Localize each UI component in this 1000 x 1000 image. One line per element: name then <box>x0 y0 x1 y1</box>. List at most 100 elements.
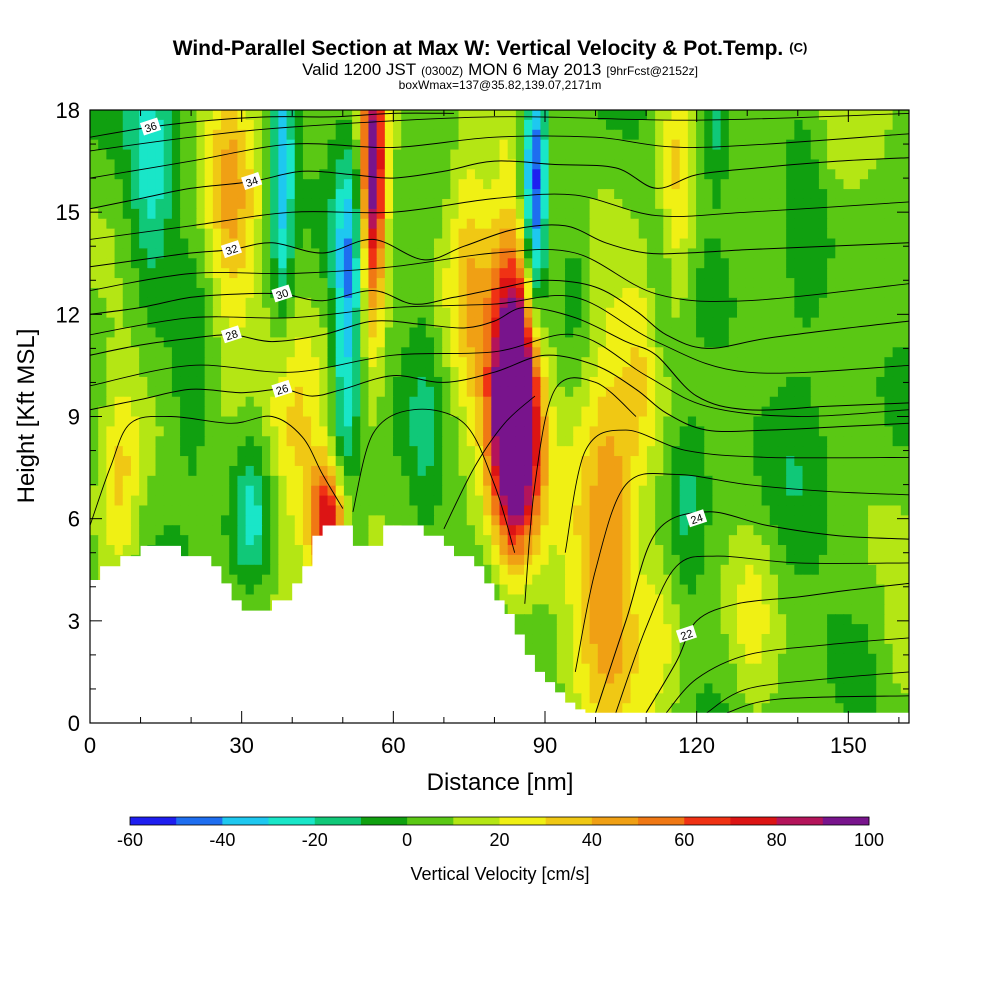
velocity-cell <box>777 179 787 190</box>
velocity-cell <box>777 110 787 121</box>
velocity-cell <box>548 139 558 151</box>
velocity-cell <box>745 505 754 516</box>
velocity-cell <box>98 189 107 200</box>
velocity-cell <box>859 554 869 566</box>
velocity-cell <box>286 307 296 319</box>
velocity-cell <box>638 218 648 230</box>
velocity-cell <box>753 396 763 408</box>
velocity-cell <box>302 278 312 289</box>
velocity-cell <box>638 129 648 141</box>
velocity-cell <box>515 208 525 220</box>
velocity-cell <box>171 495 181 507</box>
velocity-cell <box>458 495 468 507</box>
velocity-cell <box>90 505 99 516</box>
velocity-cell <box>393 456 402 467</box>
velocity-cell <box>827 357 836 368</box>
velocity-cell <box>745 475 754 487</box>
velocity-cell <box>638 436 648 447</box>
velocity-cell <box>212 357 222 368</box>
velocity-cell <box>409 386 419 398</box>
velocity-cell <box>524 208 533 220</box>
velocity-cell <box>737 485 746 497</box>
velocity-cell <box>212 347 222 358</box>
velocity-cell <box>671 169 681 180</box>
velocity-cell <box>171 396 181 408</box>
velocity-cell <box>352 159 361 170</box>
velocity-cell <box>499 208 509 220</box>
velocity-cell <box>409 317 419 329</box>
velocity-cell <box>696 169 705 180</box>
velocity-cell <box>229 179 239 190</box>
velocity-cell <box>147 505 157 516</box>
velocity-cell <box>892 505 902 516</box>
velocity-cell <box>286 574 296 586</box>
velocity-cell <box>319 495 329 507</box>
velocity-cell <box>532 505 542 516</box>
velocity-cell <box>556 129 566 141</box>
velocity-cell <box>499 347 509 358</box>
velocity-cell <box>802 525 812 536</box>
velocity-cell <box>646 446 656 457</box>
velocity-cell <box>319 139 329 151</box>
velocity-cell <box>565 564 574 576</box>
velocity-cell <box>679 218 689 230</box>
velocity-cell <box>827 317 836 329</box>
velocity-cell <box>704 525 714 536</box>
velocity-cell <box>696 465 705 477</box>
velocity-cell <box>573 465 582 477</box>
velocity-cell <box>433 505 443 516</box>
velocity-cell <box>859 159 869 170</box>
velocity-cell <box>818 287 828 299</box>
velocity-cell <box>278 347 288 358</box>
velocity-cell <box>892 248 902 259</box>
velocity-cell <box>261 169 271 180</box>
velocity-cell <box>466 139 476 151</box>
velocity-cell <box>163 475 173 487</box>
velocity-cell <box>425 307 435 319</box>
velocity-cell <box>343 268 353 279</box>
velocity-cell <box>835 238 845 250</box>
velocity-cell <box>687 396 697 408</box>
velocity-cell <box>851 436 861 447</box>
velocity-cell <box>581 564 591 576</box>
velocity-cell <box>90 317 99 329</box>
velocity-cell <box>884 347 894 358</box>
velocity-cell <box>622 129 632 141</box>
velocity-cell <box>892 287 902 299</box>
velocity-cell <box>221 426 230 437</box>
velocity-cell <box>597 357 607 368</box>
velocity-cell <box>204 317 214 329</box>
velocity-cell <box>311 278 320 289</box>
velocity-cell <box>491 238 501 250</box>
velocity-cell <box>646 337 656 348</box>
velocity-cell <box>565 426 574 437</box>
velocity-cell <box>393 347 402 358</box>
velocity-cell <box>114 505 124 516</box>
velocity-cell <box>704 376 714 388</box>
velocity-cell <box>900 169 909 180</box>
velocity-cell <box>139 198 148 210</box>
velocity-cell <box>638 297 648 309</box>
velocity-cell <box>835 564 845 576</box>
velocity-cell <box>745 406 754 418</box>
velocity-cell <box>524 426 533 437</box>
velocity-cell <box>188 416 198 427</box>
velocity-cell <box>311 248 320 259</box>
velocity-cell <box>827 179 836 190</box>
velocity-cell <box>712 129 722 141</box>
velocity-cell <box>777 594 787 605</box>
velocity-cell <box>90 258 99 269</box>
velocity-cell <box>565 169 574 180</box>
velocity-cell <box>876 139 886 151</box>
velocity-cell <box>433 119 443 131</box>
velocity-cell <box>278 337 288 348</box>
velocity-cell <box>196 139 206 151</box>
velocity-cell <box>221 535 230 546</box>
velocity-cell <box>294 357 304 368</box>
velocity-cell <box>581 554 591 566</box>
velocity-cell <box>884 554 894 566</box>
velocity-cell <box>507 525 517 536</box>
velocity-cell <box>507 564 517 576</box>
velocity-cell <box>827 238 836 250</box>
